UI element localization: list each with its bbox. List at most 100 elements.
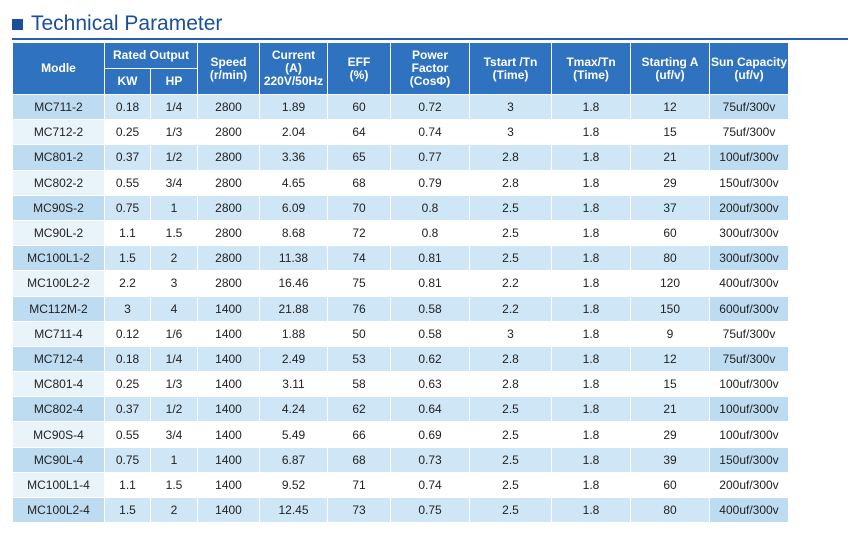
cell-starting: 9 bbox=[630, 320, 710, 347]
cell-eff: 75 bbox=[327, 270, 391, 297]
cell-eff: 53 bbox=[327, 345, 391, 373]
cell-current: 3.11 bbox=[259, 371, 328, 398]
cell-starting: 60 bbox=[630, 219, 710, 247]
cell-pf: 0.74 bbox=[390, 119, 470, 146]
cell-hp: 1/4 bbox=[150, 93, 198, 121]
cell-pf: 0.75 bbox=[390, 496, 470, 524]
cell-sun: 600uf/300v bbox=[709, 295, 789, 322]
cell-current: 8.68 bbox=[259, 219, 328, 247]
cell-tstart: 3 bbox=[469, 119, 552, 146]
header-tmax: Tmax/Tn (Time) bbox=[551, 42, 631, 95]
cell-model: MC100L2-4 bbox=[12, 496, 105, 524]
cell-tmax: 1.8 bbox=[551, 396, 631, 423]
table-row: MC90L-4 0.75 1 1400 6.87 68 0.73 2.5 1.8 39 150uf/… bbox=[12, 446, 861, 473]
cell-model: MC711-4 bbox=[12, 320, 105, 347]
cell-tstart: 2.8 bbox=[469, 169, 552, 196]
cell-speed: 1400 bbox=[197, 396, 260, 423]
cell-model: MC90S-2 bbox=[12, 194, 105, 221]
cell-hp: 4 bbox=[150, 295, 198, 322]
cell-starting: 12 bbox=[630, 345, 710, 373]
cell-model: MC100L1-2 bbox=[12, 245, 105, 272]
cell-starting: 39 bbox=[630, 446, 710, 473]
cell-tstart: 2.5 bbox=[469, 496, 552, 524]
cell-kw: 1.1 bbox=[104, 471, 151, 499]
table-body: MC711-2 0.18 1/4 2800 1.89 60 0.72 3 1.8 12 75uf/3… bbox=[12, 93, 861, 524]
cell-tstart: 2.8 bbox=[469, 371, 552, 398]
cell-hp: 3 bbox=[150, 270, 198, 297]
cell-starting: 15 bbox=[630, 371, 710, 398]
cell-tmax: 1.8 bbox=[551, 93, 631, 121]
title-divider bbox=[12, 38, 848, 40]
cell-model: MC112M-2 bbox=[12, 295, 105, 322]
cell-current: 11.38 bbox=[259, 245, 328, 272]
header-power-factor: Power Factor (CosΦ) bbox=[390, 42, 470, 95]
cell-pf: 0.58 bbox=[390, 295, 470, 322]
cell-tmax: 1.8 bbox=[551, 345, 631, 373]
cell-speed: 2800 bbox=[197, 194, 260, 221]
cell-kw: 0.55 bbox=[104, 421, 151, 448]
table-row: MC711-2 0.18 1/4 2800 1.89 60 0.72 3 1.8 12 75uf/3… bbox=[12, 93, 861, 121]
cell-speed: 2800 bbox=[197, 245, 260, 272]
cell-sun: 100uf/300v bbox=[709, 371, 789, 398]
table-row: MC100L1-2 1.5 2 2800 11.38 74 0.81 2.5 1.8 80 300u… bbox=[12, 245, 861, 272]
cell-hp: 1/3 bbox=[150, 119, 198, 146]
cell-eff: 60 bbox=[327, 93, 391, 121]
cell-speed: 1400 bbox=[197, 295, 260, 322]
cell-speed: 1400 bbox=[197, 471, 260, 499]
cell-hp: 2 bbox=[150, 496, 198, 524]
cell-hp: 1/3 bbox=[150, 371, 198, 398]
cell-pf: 0.81 bbox=[390, 245, 470, 272]
cell-hp: 1.5 bbox=[150, 471, 198, 499]
cell-tmax: 1.8 bbox=[551, 169, 631, 196]
header-model: Modle bbox=[12, 42, 105, 95]
cell-eff: 70 bbox=[327, 194, 391, 221]
cell-tmax: 1.8 bbox=[551, 219, 631, 247]
cell-tstart: 2.5 bbox=[469, 194, 552, 221]
table-row: MC100L2-2 2.2 3 2800 16.46 75 0.81 2.2 1.8 120 400… bbox=[12, 270, 861, 297]
cell-current: 2.04 bbox=[259, 119, 328, 146]
cell-pf: 0.62 bbox=[390, 345, 470, 373]
cell-speed: 1400 bbox=[197, 371, 260, 398]
cell-tstart: 2.5 bbox=[469, 245, 552, 272]
cell-sun: 300uf/300v bbox=[709, 219, 789, 247]
cell-current: 2.49 bbox=[259, 345, 328, 373]
cell-eff: 65 bbox=[327, 144, 391, 171]
header-rated-output: Rated Output bbox=[104, 42, 198, 69]
cell-eff: 50 bbox=[327, 320, 391, 347]
cell-speed: 2800 bbox=[197, 93, 260, 121]
header-eff: EFF (%) bbox=[327, 42, 391, 95]
cell-tstart: 2.8 bbox=[469, 144, 552, 171]
cell-hp: 1/2 bbox=[150, 396, 198, 423]
cell-eff: 71 bbox=[327, 471, 391, 499]
cell-starting: 37 bbox=[630, 194, 710, 221]
cell-pf: 0.79 bbox=[390, 169, 470, 196]
cell-tstart: 2.5 bbox=[469, 396, 552, 423]
cell-starting: 60 bbox=[630, 471, 710, 499]
cell-current: 6.09 bbox=[259, 194, 328, 221]
cell-tmax: 1.8 bbox=[551, 245, 631, 272]
cell-current: 6.87 bbox=[259, 446, 328, 473]
cell-tstart: 3 bbox=[469, 320, 552, 347]
cell-sun: 200uf/300v bbox=[709, 194, 789, 221]
cell-tmax: 1.8 bbox=[551, 496, 631, 524]
cell-current: 4.65 bbox=[259, 169, 328, 196]
cell-tstart: 2.5 bbox=[469, 471, 552, 499]
cell-model: MC802-2 bbox=[12, 169, 105, 196]
cell-pf: 0.64 bbox=[390, 396, 470, 423]
cell-starting: 29 bbox=[630, 421, 710, 448]
cell-speed: 2800 bbox=[197, 270, 260, 297]
cell-current: 1.89 bbox=[259, 93, 328, 121]
cell-sun: 100uf/300v bbox=[709, 396, 789, 423]
cell-hp: 1 bbox=[150, 446, 198, 473]
cell-hp: 3/4 bbox=[150, 169, 198, 196]
cell-eff: 74 bbox=[327, 245, 391, 272]
page-title: Technical Parameter bbox=[31, 12, 223, 35]
cell-eff: 66 bbox=[327, 421, 391, 448]
cell-hp: 1/2 bbox=[150, 144, 198, 171]
cell-model: MC801-4 bbox=[12, 371, 105, 398]
cell-tmax: 1.8 bbox=[551, 421, 631, 448]
cell-eff: 76 bbox=[327, 295, 391, 322]
cell-sun: 75uf/300v bbox=[709, 345, 789, 373]
cell-kw: 0.12 bbox=[104, 320, 151, 347]
cell-kw: 0.37 bbox=[104, 144, 151, 171]
